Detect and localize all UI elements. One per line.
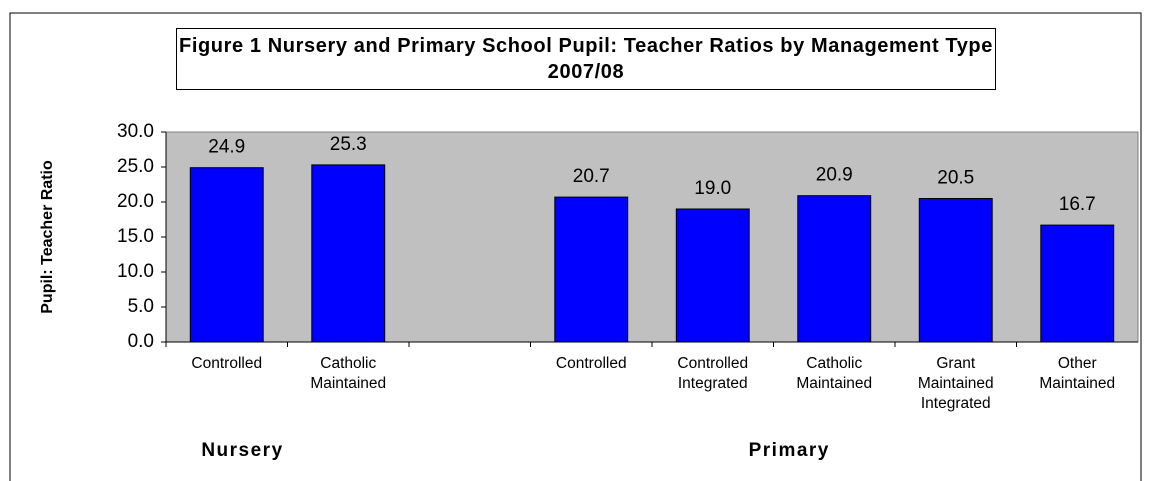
value-label: 20.9 (816, 165, 853, 186)
x-tick-label: Catholic Maintained (796, 355, 873, 392)
bar (311, 164, 386, 343)
x-tick-label: Controlled Integrated (677, 355, 749, 392)
frame (9, 12, 1142, 481)
group-label: Primary (749, 440, 830, 461)
value-label: 20.5 (937, 168, 974, 189)
value-label: 20.7 (573, 166, 610, 187)
value-label: 25.3 (330, 134, 367, 155)
y-tick-label: 30.0 (117, 121, 154, 142)
y-axis-label: Pupil: Teacher Ratio (39, 160, 56, 314)
chart-title: Figure 1 Nursery and Primary School Pupi… (176, 28, 996, 90)
x-tick-label: Controlled (191, 355, 263, 372)
bar (554, 196, 629, 343)
value-label: 24.9 (208, 137, 245, 158)
y-tick-label: 5.0 (128, 296, 154, 317)
y-tick-label: 0.0 (128, 331, 154, 352)
x-tick-label: Catholic Maintained (310, 355, 387, 392)
x-tick-label: Controlled (555, 355, 627, 372)
y-tick-label: 20.0 (117, 191, 154, 212)
x-tick-label: Grant Maintained Integrated (917, 355, 994, 412)
y-tick-label: 15.0 (117, 226, 154, 247)
y-tick-label: 25.0 (117, 156, 154, 177)
bar (918, 198, 993, 343)
bar (797, 195, 872, 343)
bar (1040, 224, 1115, 343)
bar (189, 167, 264, 343)
bar (675, 208, 750, 343)
y-tick-label: 10.0 (117, 261, 154, 282)
value-label: 19.0 (694, 178, 731, 199)
x-tick-label: Other Maintained (1039, 355, 1116, 392)
group-label: Nursery (201, 440, 283, 461)
value-label: 16.7 (1059, 194, 1096, 215)
